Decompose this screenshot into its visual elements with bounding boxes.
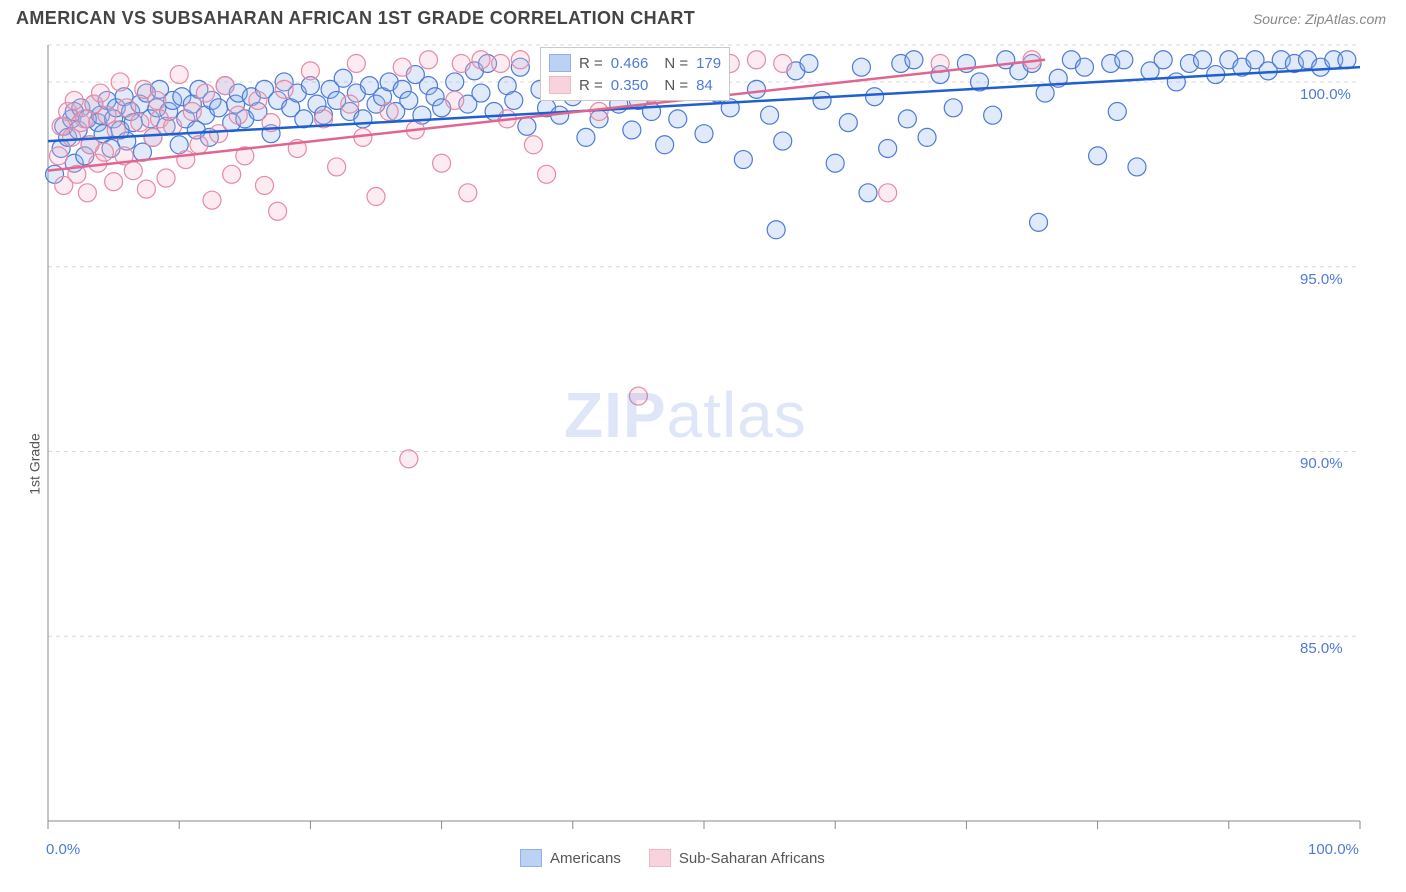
x-tick-label: 100.0% [1308, 841, 1359, 858]
legend-row: R =0.350 N = 84 [549, 74, 721, 96]
chart-area: 1st Grade ZIPatlas R =0.466 N = 179R =0.… [0, 33, 1406, 892]
chart-source: Source: ZipAtlas.com [1253, 11, 1386, 27]
y-tick-label: 85.0% [1300, 640, 1343, 657]
chart-header: AMERICAN VS SUBSAHARAN AFRICAN 1ST GRADE… [0, 0, 1406, 33]
n-value: 179 [696, 55, 721, 72]
legend-swatch-icon [549, 54, 571, 72]
series-legend: Americans Sub-Saharan Africans [520, 849, 825, 867]
legend-label: Sub-Saharan Africans [679, 850, 825, 867]
r-value: 0.466 [611, 55, 649, 72]
x-tick-label: 0.0% [46, 841, 80, 858]
y-tick-label: 95.0% [1300, 271, 1343, 288]
correlation-legend: R =0.466 N = 179R =0.350 N = 84 [540, 47, 730, 101]
legend-label: Americans [550, 850, 621, 867]
r-value: 0.350 [611, 77, 649, 94]
legend-swatch-icon [649, 849, 671, 867]
legend-item: Sub-Saharan Africans [649, 849, 825, 867]
scatter-chart-svg [0, 33, 1406, 889]
chart-title: AMERICAN VS SUBSAHARAN AFRICAN 1ST GRADE… [16, 8, 695, 29]
legend-item: Americans [520, 849, 621, 867]
y-tick-label: 90.0% [1300, 455, 1343, 472]
legend-swatch-icon [549, 76, 571, 94]
legend-swatch-icon [520, 849, 542, 867]
legend-row: R =0.466 N = 179 [549, 52, 721, 74]
y-axis-label: 1st Grade [27, 433, 43, 494]
n-value: 84 [696, 77, 713, 94]
y-tick-label: 100.0% [1300, 86, 1351, 103]
